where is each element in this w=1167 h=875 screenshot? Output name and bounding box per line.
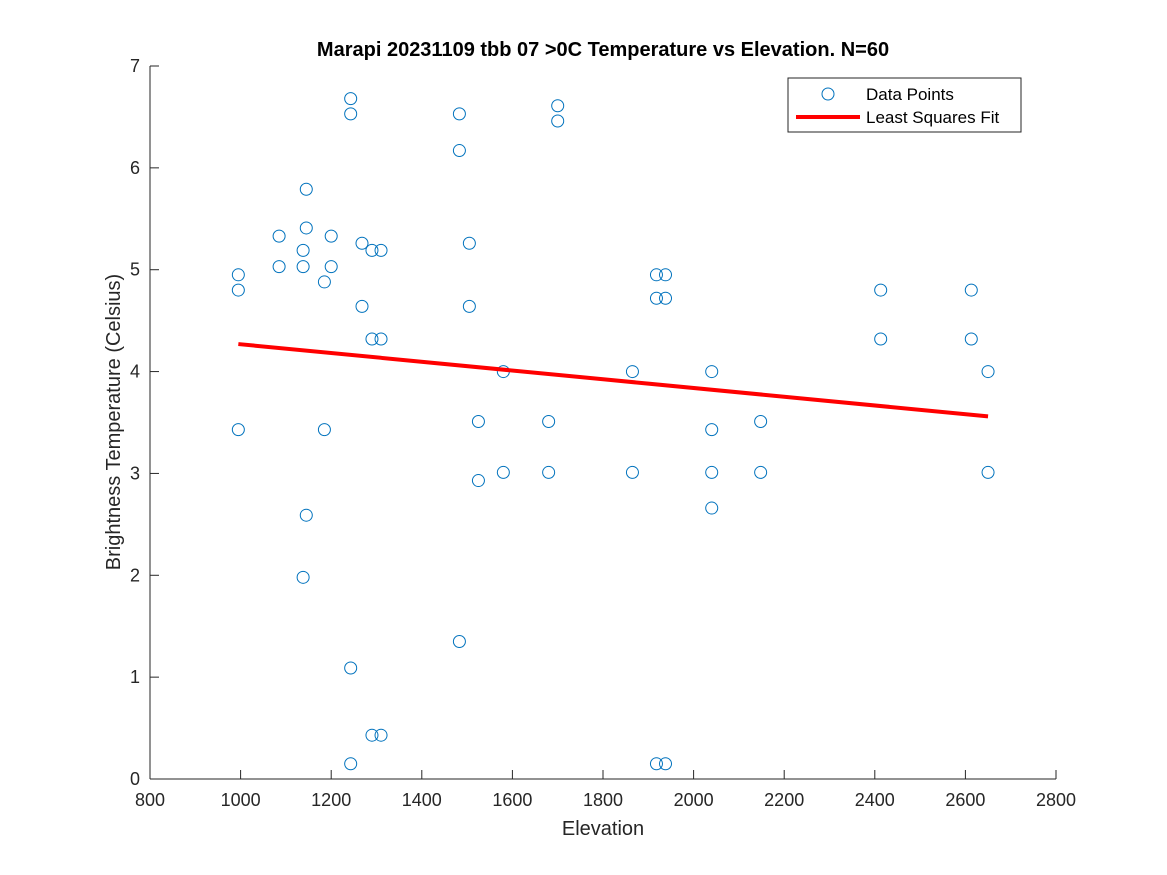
y-tick-label: 0 <box>130 769 140 789</box>
data-point <box>649 291 663 305</box>
y-axis-label: Brightness Temperature (Celsius) <box>103 274 125 570</box>
data-point <box>344 757 358 771</box>
x-tick-label: 2200 <box>764 790 804 810</box>
data-point <box>317 423 331 437</box>
data-point <box>299 221 313 235</box>
x-tick-label: 2600 <box>945 790 985 810</box>
data-point <box>324 229 338 243</box>
data-point <box>551 114 565 128</box>
data-point <box>659 757 673 771</box>
data-point <box>754 465 768 479</box>
data-point <box>874 283 888 297</box>
data-point <box>272 229 286 243</box>
data-points <box>231 92 995 771</box>
x-tick-label: 1200 <box>311 790 351 810</box>
x-tick-label: 1600 <box>492 790 532 810</box>
plot-background <box>150 66 1056 779</box>
data-point <box>452 144 466 158</box>
y-axis-ticks: 0 1 2 3 4 5 6 7 <box>130 56 159 789</box>
data-point <box>471 414 485 428</box>
data-point <box>365 332 379 346</box>
data-point <box>705 365 719 379</box>
data-point <box>462 236 476 250</box>
data-point <box>874 332 888 346</box>
data-point <box>324 260 338 274</box>
data-point <box>374 728 388 742</box>
data-point <box>625 465 639 479</box>
data-point <box>964 332 978 346</box>
data-point <box>542 465 556 479</box>
data-point <box>471 474 485 488</box>
data-point <box>452 634 466 648</box>
data-point <box>649 268 663 282</box>
data-point <box>299 182 313 196</box>
data-point <box>296 243 310 257</box>
data-point <box>705 465 719 479</box>
y-tick-label: 2 <box>130 565 140 585</box>
legend-box <box>787 77 1022 133</box>
data-point <box>754 414 768 428</box>
data-point <box>344 661 358 675</box>
data-point <box>374 332 388 346</box>
data-point <box>317 275 331 289</box>
x-tick-label: 800 <box>135 790 165 810</box>
data-point <box>551 99 565 113</box>
legend: Data Points Least Squares Fit <box>787 77 1022 133</box>
data-point <box>705 423 719 437</box>
data-point <box>355 299 369 313</box>
data-point <box>462 299 476 313</box>
x-axis-ticks: 800 1000 1200 1400 1600 1800 2000 2200 2400 2600 2… <box>135 770 1076 810</box>
x-tick-label: 2000 <box>674 790 714 810</box>
legend-marker-data-points <box>821 87 835 101</box>
data-point <box>296 570 310 584</box>
x-tick-label: 2800 <box>1036 790 1076 810</box>
data-point <box>344 107 358 121</box>
x-tick-label: 1000 <box>221 790 261 810</box>
fit-line-group <box>238 342 989 419</box>
least-squares-fit-line <box>238 342 989 419</box>
data-point <box>981 365 995 379</box>
legend-label-least-squares-fit: Least Squares Fit <box>866 108 1000 127</box>
data-point <box>231 268 245 282</box>
data-point <box>649 757 663 771</box>
y-tick-label: 4 <box>130 362 140 382</box>
x-axis-label: Elevation <box>562 818 644 840</box>
y-tick-label: 1 <box>130 667 140 687</box>
data-point <box>705 501 719 515</box>
data-point <box>272 260 286 274</box>
data-point <box>542 414 556 428</box>
data-point <box>452 107 466 121</box>
x-tick-label: 1800 <box>583 790 623 810</box>
data-point <box>296 260 310 274</box>
y-tick-label: 3 <box>130 463 140 483</box>
x-tick-label: 2400 <box>855 790 895 810</box>
y-tick-label: 6 <box>130 158 140 178</box>
chart-title: Marapi 20231109 tbb 07 >0C Temperature v… <box>317 39 889 61</box>
data-point <box>625 365 639 379</box>
y-tick-label: 5 <box>130 260 140 280</box>
data-point <box>659 291 673 305</box>
data-point <box>496 465 510 479</box>
data-point <box>365 243 379 257</box>
y-tick-label: 7 <box>130 56 140 76</box>
data-point <box>231 283 245 297</box>
x-tick-label: 1400 <box>402 790 442 810</box>
data-point <box>365 728 379 742</box>
data-point <box>374 243 388 257</box>
legend-label-data-points: Data Points <box>866 85 954 104</box>
data-point <box>355 236 369 250</box>
data-point <box>231 423 245 437</box>
data-point <box>299 508 313 522</box>
data-point <box>981 465 995 479</box>
data-point <box>344 92 358 106</box>
data-point <box>964 283 978 297</box>
data-point <box>659 268 673 282</box>
